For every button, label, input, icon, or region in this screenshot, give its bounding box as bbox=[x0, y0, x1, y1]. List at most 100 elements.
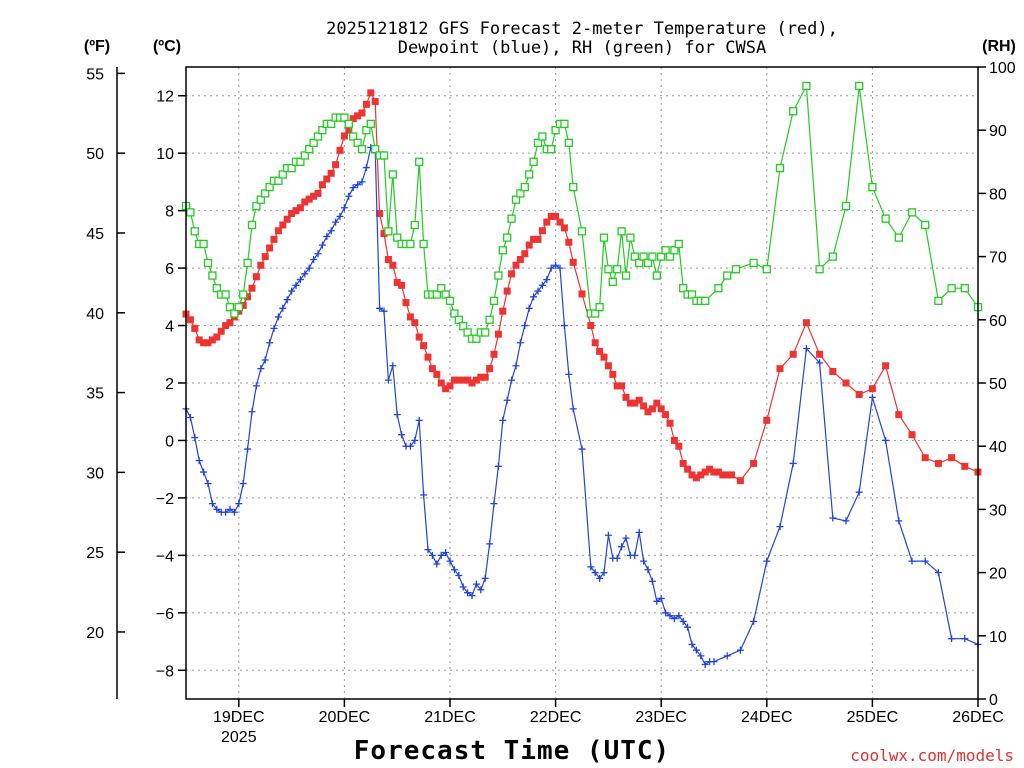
temperature-point bbox=[521, 250, 529, 258]
rh-point bbox=[547, 145, 556, 154]
rh-point bbox=[657, 252, 666, 261]
temperature-point bbox=[481, 373, 489, 381]
temperature-point bbox=[530, 235, 538, 243]
dewpoint-point bbox=[406, 442, 414, 450]
temperature-point bbox=[332, 161, 340, 169]
temperature-point bbox=[349, 115, 357, 123]
dewpoint-point bbox=[288, 287, 296, 295]
rh-point bbox=[357, 145, 367, 154]
celsius-tick-label: 10 bbox=[156, 146, 174, 163]
time-tick-label: 22DEC bbox=[530, 709, 582, 726]
dewpoint-point bbox=[750, 617, 758, 625]
temperature-point bbox=[270, 235, 278, 243]
rh-point bbox=[190, 227, 199, 236]
rh-point bbox=[630, 252, 639, 261]
rh-point bbox=[225, 303, 235, 312]
temperature-point bbox=[296, 204, 304, 212]
dewpoint-point bbox=[613, 554, 621, 562]
dewpoint-point bbox=[635, 528, 643, 536]
dewpoint-point bbox=[622, 534, 630, 542]
temperature-point bbox=[763, 416, 771, 424]
dewpoint-point bbox=[666, 612, 674, 620]
temperature-point bbox=[323, 175, 331, 183]
temperature-point bbox=[613, 382, 621, 390]
temperature-point bbox=[257, 261, 265, 269]
rh-point bbox=[868, 182, 877, 192]
rh-point bbox=[441, 290, 450, 299]
dewpoint-point bbox=[261, 356, 269, 364]
temperature-point bbox=[274, 227, 282, 235]
time-tick-label: 25DEC bbox=[847, 709, 899, 726]
rh-point bbox=[186, 208, 195, 217]
rh-point bbox=[362, 126, 371, 135]
rh-point bbox=[564, 138, 573, 147]
dewpoint-point bbox=[684, 623, 692, 631]
rh-point bbox=[723, 271, 732, 280]
rh-point bbox=[485, 315, 494, 324]
dewpoint-point bbox=[477, 586, 485, 594]
dewpoint-point bbox=[389, 362, 397, 370]
temperature-point bbox=[578, 290, 586, 298]
rh-point bbox=[643, 258, 653, 268]
fahrenheit-tick-label: 30 bbox=[86, 465, 104, 482]
temperature-point bbox=[345, 126, 353, 134]
rh-point bbox=[498, 246, 507, 255]
rh-tick-label: 20 bbox=[989, 566, 1007, 583]
dewpoint-point bbox=[266, 339, 274, 347]
temperature-point bbox=[252, 273, 260, 281]
temperature-point bbox=[204, 339, 212, 347]
rh-point bbox=[617, 227, 626, 236]
celsius-tick-label: −8 bbox=[156, 663, 174, 680]
temperature-point bbox=[314, 189, 322, 197]
temperature-point bbox=[336, 146, 344, 154]
time-tick-label: 23DEC bbox=[635, 709, 687, 726]
dewpoint-point bbox=[349, 184, 357, 192]
dewpoint-point bbox=[424, 546, 432, 554]
dewpoint-point bbox=[336, 212, 344, 220]
temperature-point bbox=[648, 405, 656, 413]
rh-tick-label: 0 bbox=[989, 692, 998, 709]
temperature-point bbox=[684, 465, 692, 473]
temperature-point bbox=[802, 319, 810, 327]
rh-point bbox=[406, 239, 415, 249]
dewpoint-point bbox=[274, 313, 282, 321]
dewpoint-line bbox=[185, 146, 979, 666]
dewpoint-point bbox=[565, 370, 573, 378]
temperature-point bbox=[908, 431, 916, 439]
dewpoint-point bbox=[895, 517, 903, 525]
temperature-point bbox=[424, 353, 432, 361]
temperature-point bbox=[310, 192, 318, 200]
fahrenheit-tick-label: 50 bbox=[86, 146, 104, 163]
rh-tick-label: 90 bbox=[989, 123, 1007, 140]
rh-point bbox=[551, 126, 560, 135]
temperature-point bbox=[191, 324, 199, 332]
temperature-point bbox=[868, 385, 876, 393]
rh-point bbox=[533, 138, 543, 147]
dewpoint-point bbox=[235, 500, 243, 508]
dewpoint-point bbox=[499, 416, 507, 424]
rh-point bbox=[652, 271, 661, 280]
temperature-point bbox=[855, 390, 863, 398]
temperature-point bbox=[516, 255, 524, 263]
rh-point bbox=[828, 252, 837, 261]
x-axis-title: Forecast Time (UTC) bbox=[354, 736, 670, 766]
rh-point bbox=[749, 258, 758, 268]
temperature-point bbox=[389, 261, 397, 269]
temperature-point bbox=[283, 215, 291, 223]
dewpoint-point bbox=[226, 505, 234, 513]
fahrenheit-tick-label: 35 bbox=[86, 386, 104, 403]
rh-point bbox=[212, 284, 221, 293]
rh-point bbox=[247, 220, 257, 230]
rh-point bbox=[841, 201, 851, 211]
time-tick-year: 2025 bbox=[221, 729, 257, 746]
celsius-tick-label: −6 bbox=[156, 606, 174, 623]
dewpoint-point bbox=[503, 396, 511, 404]
rh-point bbox=[560, 119, 569, 129]
temperature-point bbox=[591, 339, 599, 347]
dewpoint-point bbox=[204, 480, 212, 488]
dewpoint-point bbox=[486, 540, 494, 548]
dewpoint-point bbox=[358, 178, 366, 186]
rh-point bbox=[802, 81, 811, 91]
rh-point bbox=[349, 132, 358, 141]
temperature-point bbox=[675, 442, 683, 450]
